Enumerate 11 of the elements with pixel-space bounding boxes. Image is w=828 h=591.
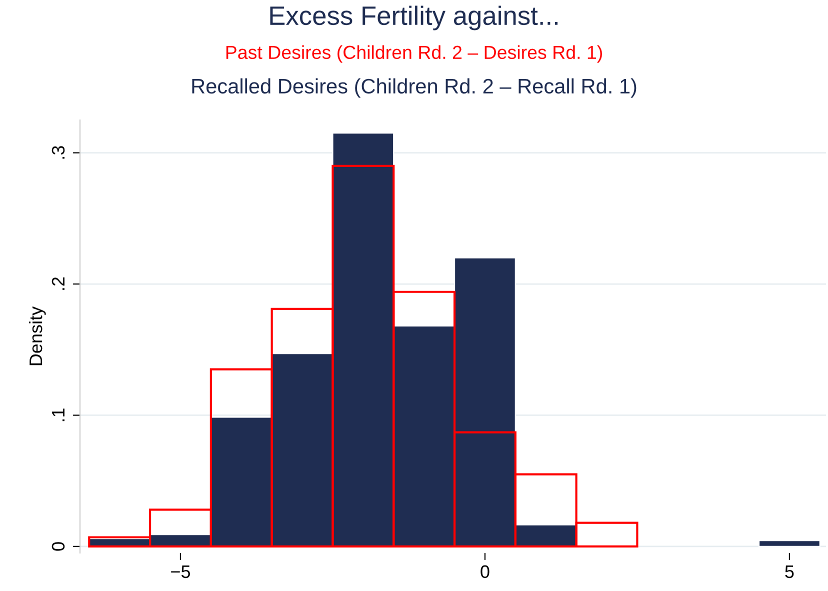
text: Past Desires (Children Rd. 2 – Desires Rd. 1): [226, 45, 602, 63]
y-tick-label: .2: [52, 277, 64, 290]
text: Recalled Desires (Children Rd. 2 – Recall Rd. 1): [192, 78, 636, 98]
y-tick-label: .1: [52, 408, 64, 422]
x-tick-label: −5: [171, 565, 190, 578]
y-tick-label: .3: [52, 146, 65, 159]
x-tick-label: 0: [480, 565, 490, 578]
chart-title: Excess Fertility against...: [270, 6, 558, 30]
y-axis-title: Density: [28, 306, 46, 366]
y-tick-label: 0: [52, 542, 65, 551]
x-tick-label: 5: [785, 565, 794, 578]
